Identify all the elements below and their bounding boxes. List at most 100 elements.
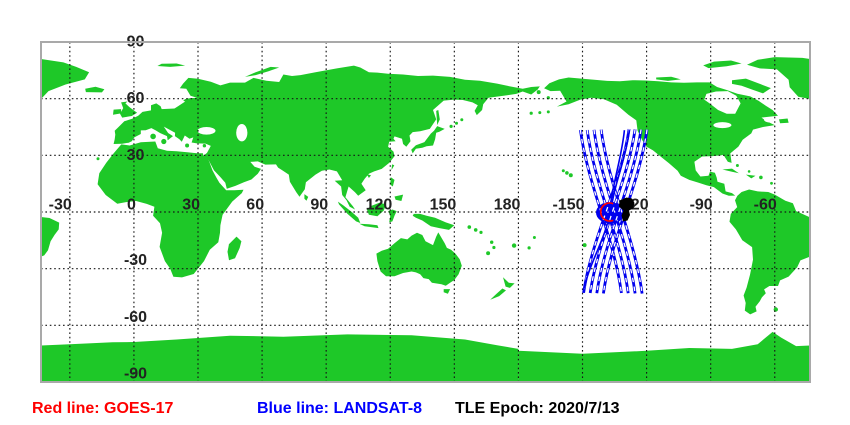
longitude-tick-label: 90 xyxy=(310,197,328,214)
island-dot xyxy=(492,245,496,250)
map-frame xyxy=(40,41,811,383)
water-baltic xyxy=(171,93,187,109)
landmass-cuba xyxy=(722,168,739,174)
landmass-tasmania xyxy=(443,289,451,294)
inland-sea xyxy=(764,117,777,123)
island-dot xyxy=(486,251,491,256)
landmass-uk xyxy=(120,101,138,118)
island-dot xyxy=(1,182,4,185)
landmass-sakhalin xyxy=(436,110,440,126)
landmass-namerica xyxy=(0,78,9,196)
landmass-iceland xyxy=(85,86,105,93)
island-dot xyxy=(467,225,472,229)
island-dot xyxy=(511,243,517,248)
land-layer xyxy=(0,57,810,382)
island-dot xyxy=(568,173,573,178)
latitude-tick-label: -90 xyxy=(124,366,147,383)
landmass-antarctica xyxy=(518,331,810,382)
landmass-ellesmere xyxy=(703,60,742,69)
landmass-novaya xyxy=(245,66,280,77)
inland-sea xyxy=(713,122,732,129)
landmass-baffin xyxy=(0,79,2,94)
island-dot xyxy=(770,181,773,185)
island-dot xyxy=(185,143,190,148)
landmass-victoria xyxy=(656,76,681,81)
legend-landsat8: Blue line: LANDSAT-8 xyxy=(257,400,423,417)
island-dot xyxy=(150,133,156,140)
island-dot xyxy=(202,144,207,148)
inland-sea xyxy=(236,124,248,142)
landmass-madagascar xyxy=(227,236,242,261)
island-dot xyxy=(538,111,542,115)
landmass-taiwan xyxy=(391,164,395,171)
landmass-luzon xyxy=(390,177,395,187)
inland-sea xyxy=(0,117,8,122)
island-dot xyxy=(5,307,9,311)
island-dot xyxy=(473,228,478,232)
track-pass-dash-overlay xyxy=(600,129,643,294)
island-dot xyxy=(96,157,100,161)
longitude-tick-label: 120 xyxy=(366,197,393,214)
longitude-tick-label: -150 xyxy=(552,197,584,214)
island-dot xyxy=(479,230,483,234)
longitude-tick-label: 0 xyxy=(127,197,136,214)
landmass-java xyxy=(359,223,379,229)
island-dot xyxy=(455,121,458,125)
landmass-samerica xyxy=(41,217,60,257)
island-dot xyxy=(527,246,531,250)
latitude-tick-label: 60 xyxy=(127,90,145,107)
landmass-australia xyxy=(376,232,462,286)
latitude-tick-label: -60 xyxy=(124,309,147,326)
legend-goes17: Red line: GOES-17 xyxy=(32,400,174,417)
goes17-position-circle xyxy=(599,202,614,222)
water-hudson xyxy=(704,91,741,114)
legend-tle-epoch: TLE Epoch: 2020/7/13 xyxy=(455,400,620,417)
landmass-greenland xyxy=(41,59,90,99)
inland-sea xyxy=(197,127,216,135)
legend: Red line: GOES-17 Blue line: LANDSAT-8 T… xyxy=(0,399,850,421)
island-dot xyxy=(536,90,541,95)
island-dot xyxy=(735,164,739,167)
landmass-srilanka xyxy=(304,194,309,201)
longitude-tick-label: 180 xyxy=(494,197,521,214)
island-dot xyxy=(561,169,565,173)
landmass-ireland xyxy=(113,109,122,115)
island-dot xyxy=(449,124,453,128)
landmass-newfoundland xyxy=(10,119,20,124)
landmass-newguinea xyxy=(412,213,455,230)
island-dot xyxy=(532,236,536,239)
landmass-nz_south xyxy=(490,288,506,300)
landmass-japan xyxy=(411,126,445,154)
island-dot xyxy=(565,171,569,175)
longitude-tick-label: -30 xyxy=(49,197,72,214)
landmass-baffin xyxy=(732,78,771,94)
island-dot xyxy=(582,243,587,248)
landmass-mindanao xyxy=(394,194,404,201)
longitude-tick-label: 30 xyxy=(182,197,200,214)
landmass-greenland xyxy=(747,57,810,99)
longitude-tick-label: 150 xyxy=(430,197,457,214)
track-pass-dash-overlay xyxy=(593,129,636,294)
landmass-hispaniola xyxy=(745,174,756,179)
latitude-tick-label: -30 xyxy=(124,252,147,269)
island-dot xyxy=(490,240,494,244)
landmass-borneo xyxy=(366,202,386,217)
graticule xyxy=(41,42,810,382)
island-dot xyxy=(747,170,751,173)
track-pass-dash-overlay xyxy=(589,129,636,294)
island-dot xyxy=(546,110,550,114)
track-pass-dash-overlay xyxy=(596,129,642,294)
landmass-namerica xyxy=(544,77,778,196)
island-dot xyxy=(460,118,464,122)
landmass-antarctica xyxy=(41,334,519,382)
latitude-tick-label: 30 xyxy=(127,147,145,164)
landmass-svalbard xyxy=(157,63,186,67)
longitude-tick-label: -60 xyxy=(754,197,777,214)
island-dot xyxy=(759,175,763,180)
longitude-tick-label: 60 xyxy=(246,197,264,214)
satellite-icon xyxy=(619,197,635,222)
landmass-hainan xyxy=(366,174,371,178)
landmass-nz_north xyxy=(503,277,515,288)
